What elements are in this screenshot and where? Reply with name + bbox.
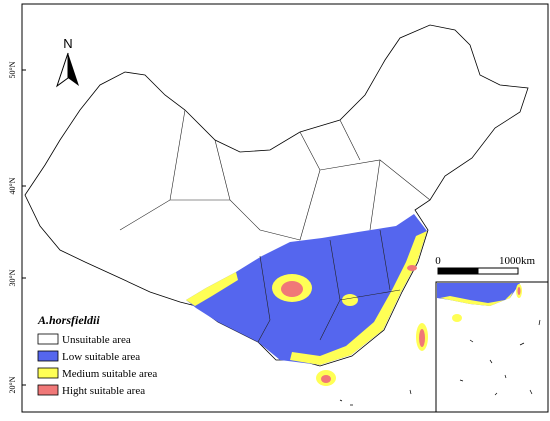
high-suitable-area bbox=[281, 281, 303, 297]
legend-swatch bbox=[37, 384, 59, 396]
latitude-label: 20°N bbox=[8, 376, 17, 393]
legend-swatch bbox=[37, 350, 59, 362]
medium-suitable-area bbox=[342, 294, 358, 306]
north-arrow bbox=[68, 53, 79, 86]
high-suitable-area bbox=[517, 287, 521, 295]
legend-label: Low suitable area bbox=[62, 351, 140, 363]
province-boundary bbox=[119, 109, 431, 343]
islands bbox=[459, 319, 541, 396]
latitude-label: 50°N bbox=[8, 61, 17, 78]
north-label: N bbox=[63, 36, 72, 51]
scale-label: 0 bbox=[435, 255, 441, 267]
latitude-label: 30°N bbox=[8, 269, 17, 286]
scale-bar bbox=[477, 267, 519, 275]
legend-label: Hight suitable area bbox=[62, 385, 145, 397]
legend-swatch bbox=[37, 333, 59, 345]
latitude-label: 40°N bbox=[8, 177, 17, 194]
legend-swatch bbox=[37, 367, 59, 379]
medium-suitable-area bbox=[290, 231, 427, 365]
medium-suitable-area bbox=[186, 272, 238, 306]
legend-label: Unsuitable area bbox=[62, 334, 131, 346]
medium-suitable-area bbox=[452, 314, 462, 322]
high-suitable-area bbox=[419, 329, 425, 347]
high-suitable-area bbox=[321, 375, 331, 383]
scale-bar bbox=[437, 267, 479, 275]
high-suitable-area bbox=[407, 265, 417, 271]
scale-label: 1000km bbox=[499, 255, 536, 267]
legend-label: Medium suitable area bbox=[62, 368, 157, 380]
legend-title: A.horsfieldii bbox=[37, 313, 100, 327]
medium-suitable-area bbox=[440, 292, 513, 306]
islands bbox=[339, 389, 412, 406]
legend: Unsuitable area Low suitable area Medium s… bbox=[37, 333, 157, 397]
